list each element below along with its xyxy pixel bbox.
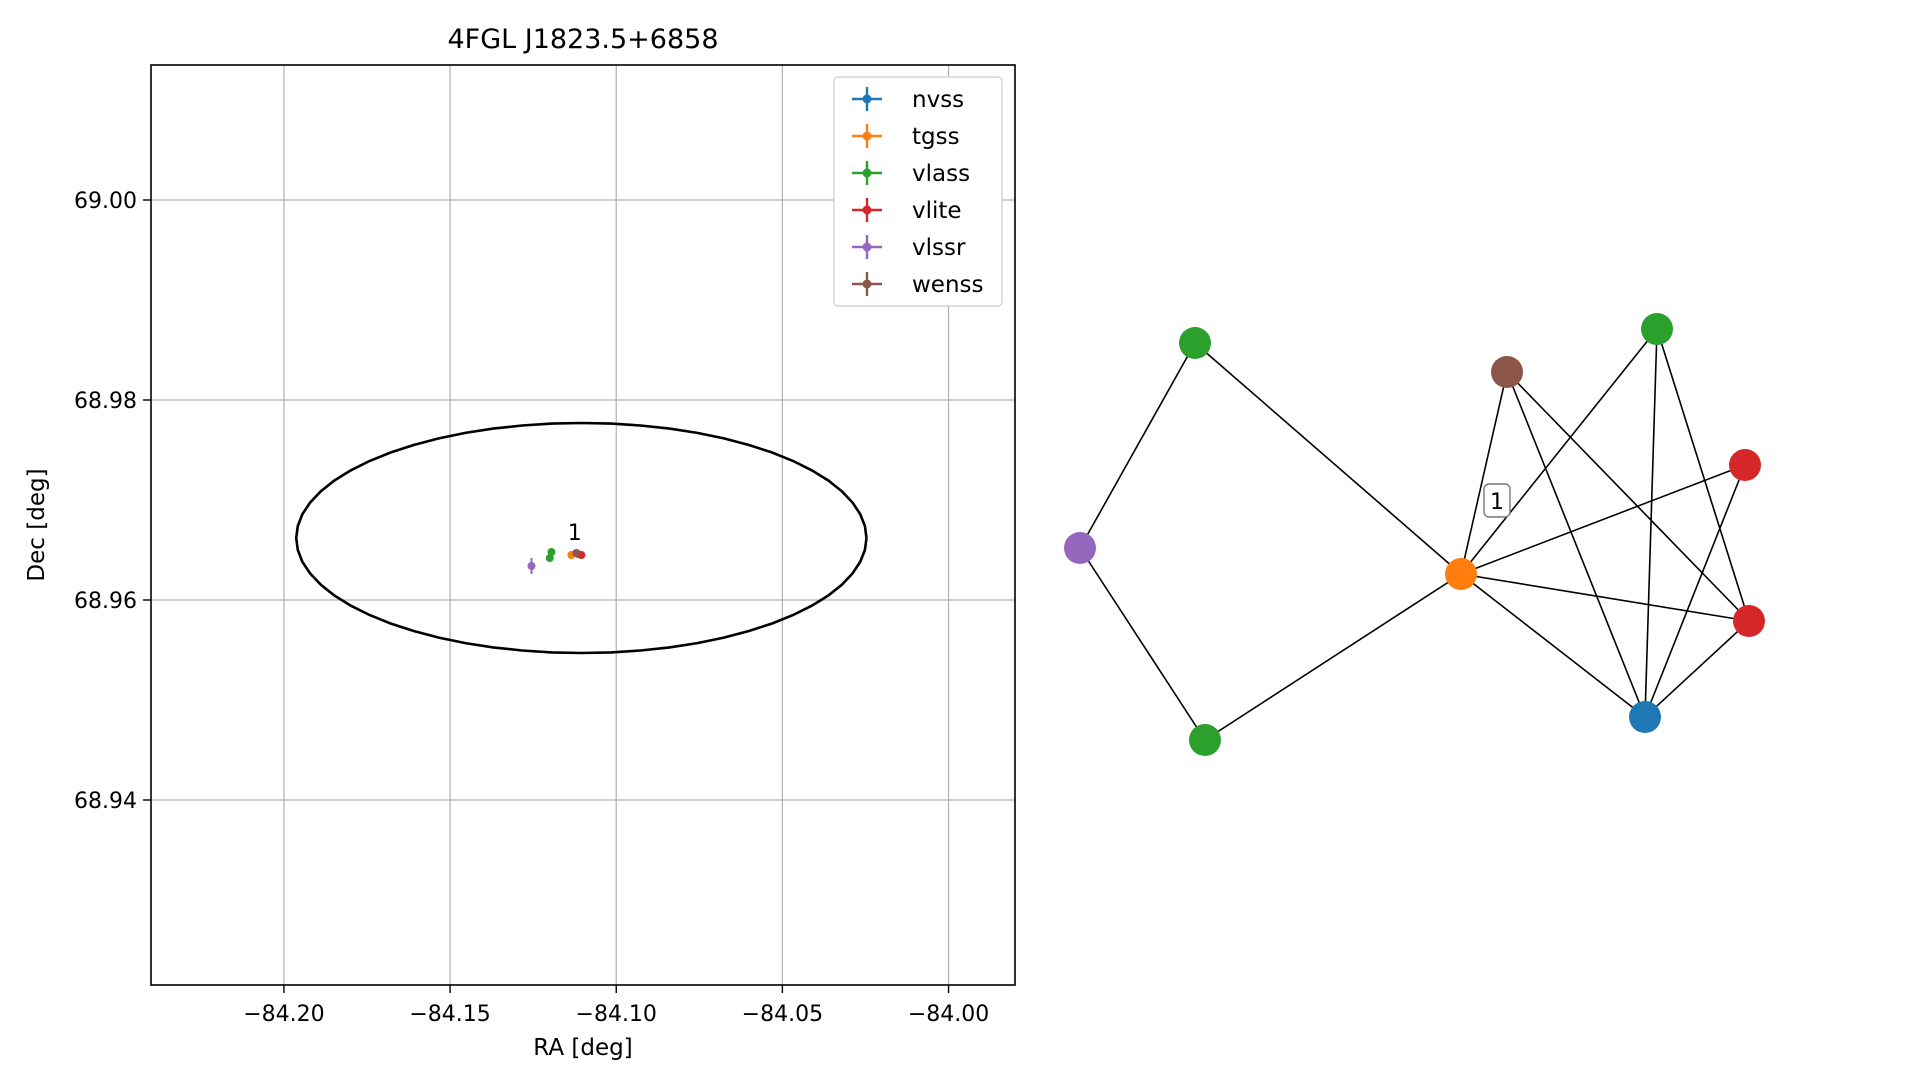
legend-dot <box>862 279 872 289</box>
error-ellipse-layer <box>294 421 868 655</box>
localization-ellipse <box>294 421 868 655</box>
marker <box>547 548 556 556</box>
legend-entry-nvss: nvss <box>852 87 964 113</box>
y-tick-label: 68.96 <box>74 589 137 614</box>
network-node <box>1629 701 1661 733</box>
network-node <box>1189 724 1221 756</box>
data-point-vlssr <box>527 558 536 574</box>
legend-entry-vlass: vlass <box>852 161 970 187</box>
network-nodes <box>1064 313 1765 756</box>
legend-box <box>833 76 1003 307</box>
y-tick-label: 68.98 <box>74 389 137 414</box>
network-node <box>1445 558 1477 590</box>
network-edge <box>1506 371 1646 718</box>
legend-entry-tgss: tgss <box>852 124 960 150</box>
legend-entry-vlssr: vlssr <box>852 235 966 261</box>
points-layer <box>527 548 586 574</box>
data-point-vlass <box>545 554 554 562</box>
network-panel: 1 <box>1064 313 1765 756</box>
x-axis-label: RA [deg] <box>533 1035 632 1061</box>
scatter-panel: 1 −84.20 −84.15 −84.10 −84.05 −84.00 68.94 68.… <box>24 24 1016 1061</box>
y-tick-label: 69.00 <box>74 189 137 214</box>
legend-dot <box>862 94 872 104</box>
legend-label: nvss <box>912 87 964 113</box>
network-edge <box>1460 328 1658 575</box>
network-edges <box>1079 328 1750 741</box>
network-edge <box>1644 620 1750 718</box>
y-axis-label: Dec [deg] <box>24 468 50 581</box>
network-node <box>1179 327 1211 359</box>
network-node <box>1491 356 1523 388</box>
legend-label: vlass <box>912 161 970 187</box>
legend-label: vlssr <box>912 235 966 261</box>
legend-entry-vlite: vlite <box>852 198 962 224</box>
network-node <box>1729 449 1761 481</box>
network-edge <box>1460 464 1746 575</box>
network-edge <box>1460 573 1646 718</box>
legend-marker <box>852 235 882 259</box>
network-edge <box>1644 464 1746 718</box>
network-edge <box>1079 342 1196 549</box>
network-edge <box>1194 342 1462 575</box>
network-edge <box>1506 371 1750 622</box>
x-tick-label: −84.10 <box>576 1002 657 1027</box>
legend-dot <box>862 131 872 141</box>
legend-marker <box>852 272 882 296</box>
network-edge <box>1460 573 1750 622</box>
network-edge <box>1079 547 1206 741</box>
network-label-box: 1 <box>1483 483 1511 518</box>
x-tick-label: −84.05 <box>742 1002 823 1027</box>
legend-marker <box>852 198 882 222</box>
x-tick-label: −84.00 <box>908 1002 989 1027</box>
legend-dot <box>862 168 872 178</box>
axis-ticks: −84.20 −84.15 −84.10 −84.05 −84.00 68.94 68.96… <box>74 189 989 1027</box>
plot-frame <box>150 64 1016 986</box>
legend-label: wenss <box>912 272 984 298</box>
legend-marker <box>852 161 882 185</box>
network-edge <box>1644 328 1658 718</box>
legend: nvss tgss vlass vlite vlssr <box>833 76 1003 307</box>
legend-marker <box>852 124 882 148</box>
legend-marker <box>852 87 882 111</box>
grid <box>151 65 1015 985</box>
marker <box>527 562 536 570</box>
network-node <box>1641 313 1673 345</box>
data-point-vlass <box>547 548 556 556</box>
marker <box>545 554 554 562</box>
legend-label: tgss <box>912 124 960 150</box>
network-node <box>1064 532 1096 564</box>
legend-dot <box>862 242 872 252</box>
network-edge <box>1460 371 1508 575</box>
legend-dot <box>862 205 872 215</box>
data-point-wenss <box>572 549 581 557</box>
network-edge <box>1656 328 1750 622</box>
x-tick-label: −84.20 <box>243 1002 324 1027</box>
legend-items: nvss tgss vlass vlite vlssr <box>852 87 984 298</box>
x-tick-label: −84.15 <box>409 1002 490 1027</box>
legend-label: vlite <box>912 198 962 224</box>
network-label-frame <box>1483 483 1511 518</box>
marker <box>572 549 581 557</box>
legend-entry-wenss: wenss <box>852 272 984 298</box>
network-edge <box>1204 573 1462 741</box>
chart-title: 4FGL J1823.5+6858 <box>447 24 718 55</box>
network-label-text: 1 <box>1490 490 1504 515</box>
network-node <box>1733 605 1765 637</box>
source-annotation-label: 1 <box>568 521 582 546</box>
y-tick-label: 68.94 <box>74 789 137 814</box>
